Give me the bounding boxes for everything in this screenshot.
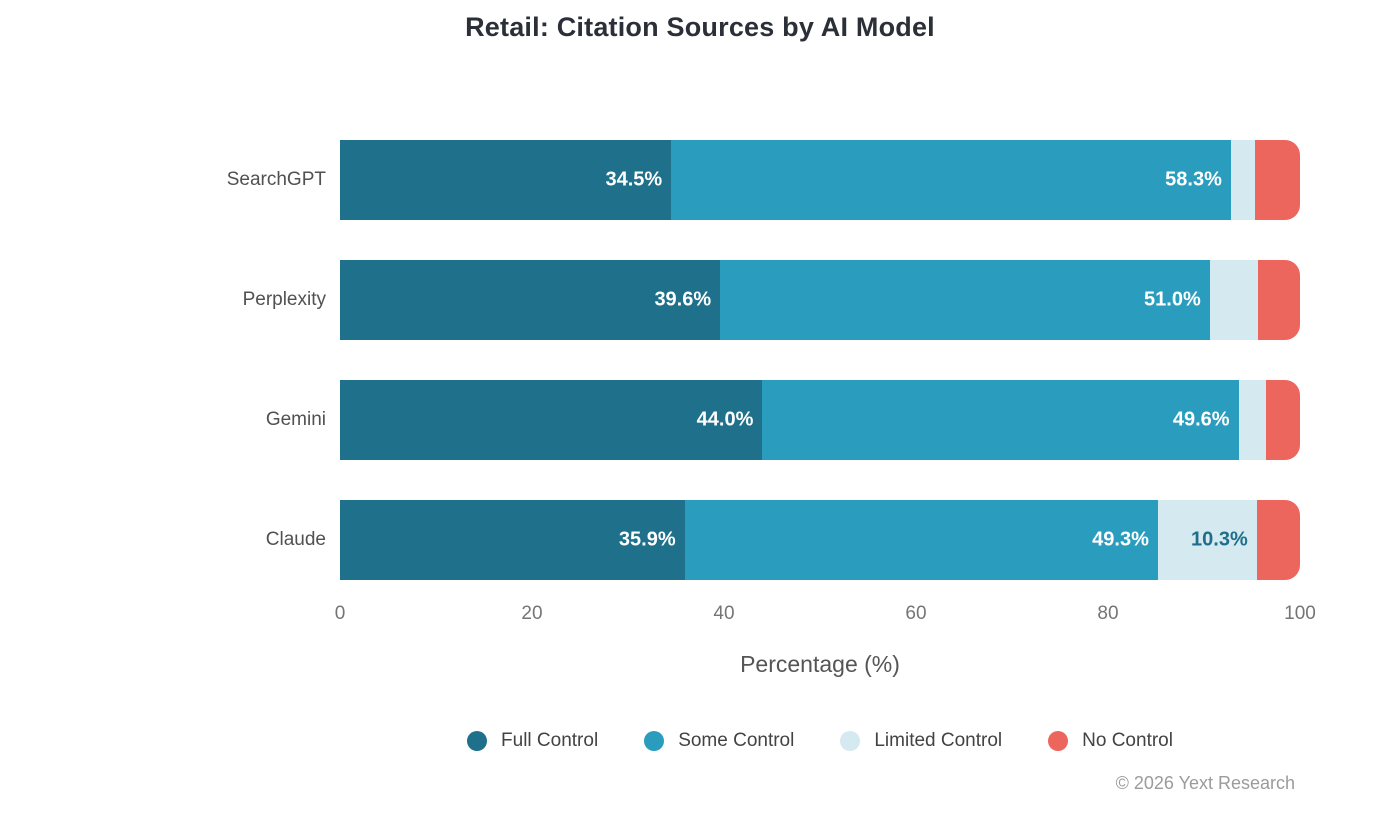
- bar-track: 39.6% 51.0%: [340, 260, 1300, 340]
- category-label: Perplexity: [242, 289, 326, 310]
- legend-label: Full Control: [501, 730, 599, 751]
- legend-marker-icon: [467, 731, 488, 751]
- bar-value-label: 35.9%: [618, 528, 676, 551]
- bar-row-claude: Claude 35.9% 49.3% 10.3%: [0, 500, 1400, 580]
- bar-segment-no-control: [1256, 500, 1300, 580]
- bar-value-label: 49.6%: [1172, 408, 1230, 431]
- bar-value-label: 51.0%: [1144, 288, 1201, 311]
- bar-segment-no-control: [1257, 260, 1300, 340]
- x-tick-80: 80: [1097, 603, 1119, 624]
- bar-track: 35.9% 49.3% 10.3%: [340, 500, 1300, 580]
- bar-row-gemini: Gemini 44.0% 49.6%: [0, 380, 1400, 460]
- bar-track: 34.5% 58.3%: [340, 140, 1300, 220]
- bar-value-label: 39.6%: [654, 288, 712, 311]
- category-label: Claude: [265, 529, 326, 550]
- chart-title: Retail: Citation Sources by AI Model: [465, 12, 935, 42]
- bar-row-searchgpt: SearchGPT 34.5% 58.3%: [0, 140, 1400, 220]
- bar-segment-full-control: 34.5%: [340, 140, 672, 220]
- bar-segment-some-control: 51.0%: [720, 260, 1210, 340]
- x-tick-40: 40: [713, 603, 735, 624]
- x-axis-ticks: 0 20 40 60 80 100: [335, 603, 1316, 629]
- plot-area: SearchGPT 34.5% 58.3% Perplexity 39.6% 51.0% G…: [0, 140, 1400, 580]
- bar-segment-no-control: [1254, 140, 1300, 220]
- bar-segment-limited-control: 10.3%: [1157, 500, 1257, 580]
- bar-segment-full-control: 39.6%: [340, 260, 721, 340]
- x-tick-100: 100: [1284, 603, 1316, 624]
- bar-value-label: 44.0%: [696, 408, 754, 431]
- bar-segment-limited-control: [1230, 140, 1255, 220]
- x-tick-60: 60: [905, 603, 927, 624]
- legend-label: No Control: [1082, 730, 1173, 751]
- legend-item-some-control: Some Control: [644, 730, 794, 752]
- bar-value-label: 34.5%: [605, 168, 663, 191]
- legend-item-limited-control: Limited Control: [840, 730, 1002, 752]
- bar-segment-some-control: 58.3%: [671, 140, 1231, 220]
- bar-segment-full-control: 35.9%: [340, 500, 685, 580]
- legend-label: Limited Control: [874, 730, 1003, 751]
- bar-segment-limited-control: [1238, 380, 1267, 460]
- bar-segment-full-control: 44.0%: [340, 380, 763, 460]
- bar-segment-no-control: [1266, 380, 1300, 460]
- legend: Full Control Some Control Limited Control N…: [340, 724, 1300, 758]
- legend-item-no-control: No Control: [1048, 730, 1173, 752]
- legend-marker-icon: [644, 731, 665, 751]
- legend-item-full-control: Full Control: [467, 730, 598, 752]
- legend-label: Some Control: [678, 730, 795, 751]
- category-label: Gemini: [265, 409, 326, 430]
- legend-marker-icon: [840, 731, 861, 751]
- footer-credit: © 2026 Yext Research: [1115, 773, 1295, 793]
- bar-segment-some-control: 49.3%: [684, 500, 1158, 580]
- bar-value-label: 49.3%: [1092, 528, 1149, 551]
- bar-track: 44.0% 49.6%: [340, 380, 1300, 460]
- x-tick-0: 0: [334, 603, 346, 624]
- x-axis-label: Percentage (%): [740, 651, 900, 677]
- bar-value-label: 58.3%: [1165, 168, 1222, 191]
- bar-value-label: 10.3%: [1191, 528, 1248, 551]
- bar-segment-some-control: 49.6%: [762, 380, 1239, 460]
- x-tick-20: 20: [521, 603, 543, 624]
- category-label: SearchGPT: [226, 169, 326, 190]
- bar-row-perplexity: Perplexity 39.6% 51.0%: [0, 260, 1400, 340]
- legend-marker-icon: [1048, 731, 1069, 751]
- bar-segment-limited-control: [1209, 260, 1258, 340]
